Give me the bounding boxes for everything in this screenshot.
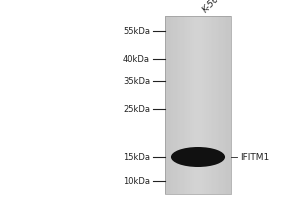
- Text: K-562: K-562: [201, 0, 225, 14]
- Bar: [165, 16, 231, 194]
- Text: 10kDa: 10kDa: [123, 176, 150, 186]
- Ellipse shape: [171, 147, 225, 167]
- Text: 35kDa: 35kDa: [123, 76, 150, 86]
- Text: 25kDa: 25kDa: [123, 104, 150, 114]
- Text: 55kDa: 55kDa: [123, 26, 150, 36]
- Text: 40kDa: 40kDa: [123, 54, 150, 64]
- Text: IFITM1: IFITM1: [240, 152, 269, 162]
- Text: 15kDa: 15kDa: [123, 152, 150, 162]
